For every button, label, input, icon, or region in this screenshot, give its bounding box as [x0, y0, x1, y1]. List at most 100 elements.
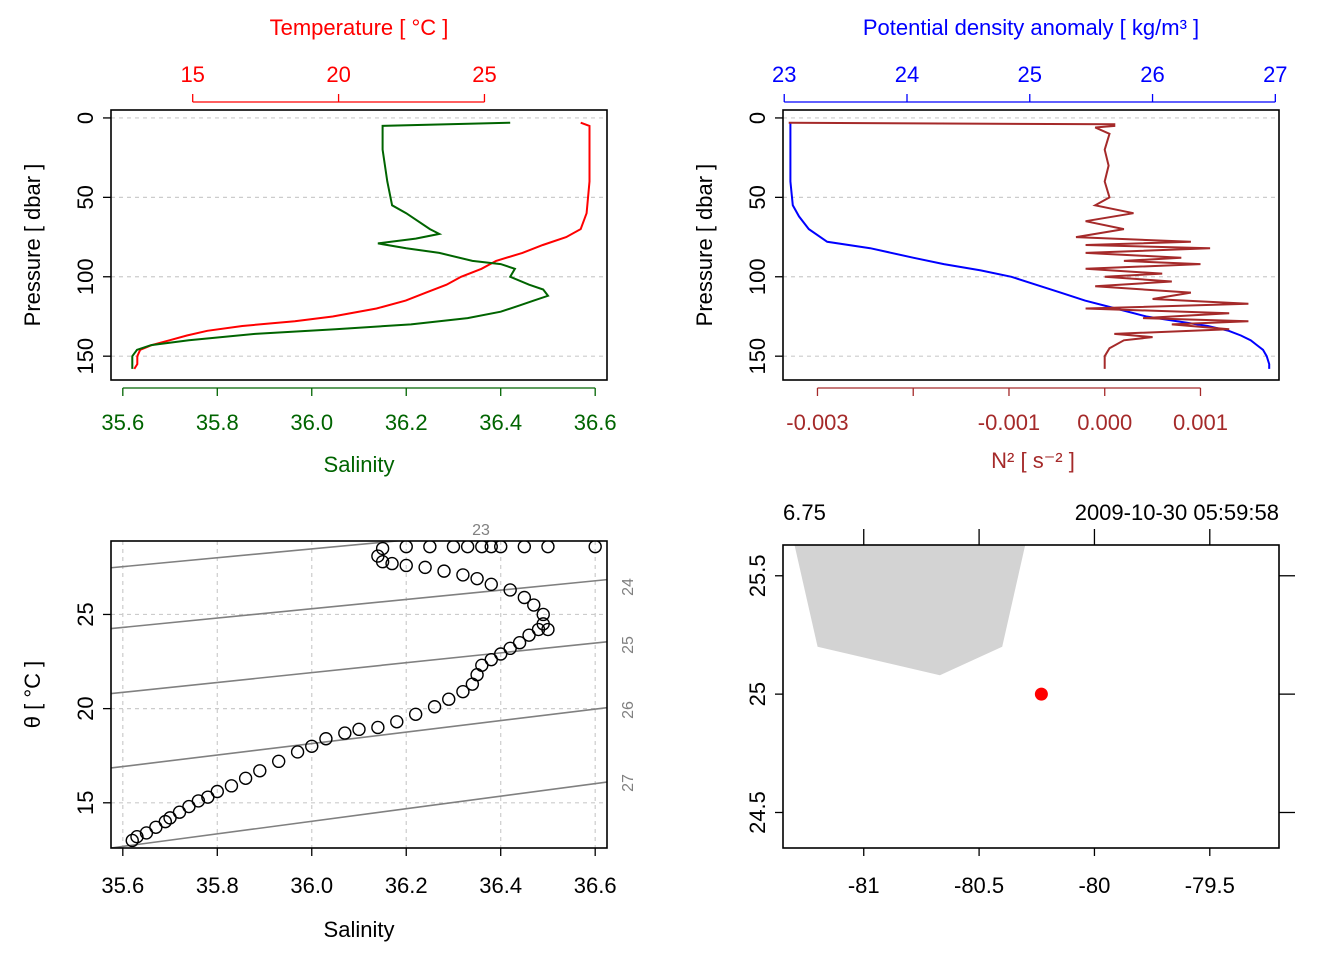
ts-point [456, 568, 470, 582]
ts-point [536, 607, 550, 622]
x-tick-label: -81 [848, 873, 880, 898]
y-tick-label: 100 [73, 258, 98, 295]
ts-point [446, 541, 461, 554]
x-tick-label: 36.2 [385, 873, 428, 898]
temperature-line [133, 121, 591, 370]
ts-point [484, 541, 498, 554]
ts-point [442, 692, 456, 706]
ts-point [517, 541, 532, 554]
plot-frame [782, 109, 1280, 381]
plot-frame [110, 109, 608, 381]
n2-line [788, 121, 1249, 369]
x-tick-label: -0.003 [786, 410, 848, 435]
ts-point [527, 598, 541, 612]
top-tick-label: 27 [1263, 62, 1287, 87]
y-tick-label: 25 [73, 602, 98, 626]
x-tick-label: -80.5 [954, 873, 1004, 898]
timestamp-label: 2009-10-30 05:59:58 [1075, 500, 1279, 525]
x-tick-label: 35.6 [101, 410, 144, 435]
ts-point [125, 833, 139, 848]
panel-temperature-salinity-profile: 0 50 100 150 Pressure [ dbar ] 35.6 35.8 36.0 36… [20, 15, 617, 477]
ts-point [352, 722, 366, 737]
ts-point [470, 571, 484, 586]
ts-point [470, 668, 484, 682]
isopycnal-label: 25 [620, 636, 637, 654]
ts-point [456, 684, 470, 699]
ts-point [271, 754, 286, 769]
ts-point [494, 541, 508, 554]
y-tick-label: 24.5 [745, 791, 770, 834]
ts-point [253, 764, 267, 778]
isopycnal-label: 27 [620, 774, 637, 792]
y-tick-label: 50 [73, 185, 98, 209]
y-tick-label: 50 [745, 185, 770, 209]
top-tick-label: 23 [772, 62, 796, 87]
ts-point [210, 784, 224, 799]
top-axis-label: Potential density anomaly [ kg/m³ ] [863, 15, 1199, 40]
density-line [789, 122, 1271, 369]
depth-label: 6.75 [783, 500, 826, 525]
ts-point [319, 732, 333, 746]
y-tick-label: 0 [73, 112, 98, 124]
x-tick-label: 36.6 [574, 873, 617, 898]
x-tick-label: 36.4 [479, 873, 522, 898]
y-tick-label: 0 [745, 112, 770, 124]
isopycnal-23 [111, 541, 405, 569]
ts-point [399, 541, 413, 554]
ts-point [224, 779, 239, 793]
top-tick-label: 20 [326, 62, 350, 87]
ts-point [238, 771, 253, 786]
ts-point [484, 577, 498, 592]
x-tick-label: 36.2 [385, 410, 428, 435]
x-axis-label: N² [ s⁻² ] [991, 448, 1075, 473]
y-tick-label: 25.5 [745, 554, 770, 597]
isopycnal-label: 23 [472, 522, 490, 539]
x-tick-label: 36.4 [479, 410, 522, 435]
ts-point [375, 541, 390, 556]
ts-point [158, 814, 173, 829]
ts-point [517, 590, 532, 605]
ts-point [437, 564, 451, 578]
y-tick-label: 100 [745, 258, 770, 295]
ts-point [512, 636, 527, 650]
ts-point [460, 541, 475, 554]
plot-frame [110, 540, 608, 849]
y-axis-label: Pressure [ dbar ] [692, 164, 717, 327]
x-tick-label: 0.000 [1077, 410, 1132, 435]
x-tick-label: 0.001 [1173, 410, 1228, 435]
y-tick-label: 15 [73, 791, 98, 815]
top-tick-label: 24 [895, 62, 919, 87]
ts-point [371, 549, 385, 563]
ts-point [503, 583, 517, 597]
x-tick-label: 36.6 [574, 410, 617, 435]
top-tick-label: 15 [180, 62, 204, 87]
plot-frame [782, 544, 1280, 849]
x-axis-label: Salinity [324, 452, 395, 477]
coastline-land [794, 545, 1026, 676]
panel-ts-diagram: 23 24 25 26 27 35.6 35.8 36.0 36.2 36.4 36.6 Salini… [20, 522, 637, 942]
ts-point [390, 715, 404, 729]
ts-point [427, 700, 442, 714]
top-axis-label: Temperature [ °C ] [270, 15, 449, 40]
panel-station-map: -81 -80.5 -80 -79.5 24.5 25 25.5 6.75 2009-10-30… [745, 500, 1295, 898]
top-tick-label: 25 [472, 62, 496, 87]
ts-point [465, 677, 480, 691]
y-tick-label: 20 [73, 696, 98, 720]
panel-density-n2-profile: 0 50 100 150 Pressure [ dbar ] -0.003 -0.001 0.… [692, 15, 1288, 473]
ts-point [305, 739, 319, 753]
x-tick-label: 36.0 [290, 410, 333, 435]
x-tick-label: 35.8 [196, 410, 239, 435]
x-axis-label: Salinity [324, 917, 395, 942]
ts-point [338, 726, 352, 740]
y-axis-label: Pressure [ dbar ] [20, 164, 45, 327]
ts-point [408, 707, 423, 721]
ts-point [385, 556, 399, 571]
ts-point [130, 829, 144, 844]
isopycnal-27 [111, 781, 607, 848]
y-tick-label: 150 [745, 338, 770, 375]
x-tick-label: -79.5 [1185, 873, 1235, 898]
ts-point [588, 541, 602, 554]
y-tick-label: 25 [745, 682, 770, 706]
x-tick-label: 36.0 [290, 873, 333, 898]
